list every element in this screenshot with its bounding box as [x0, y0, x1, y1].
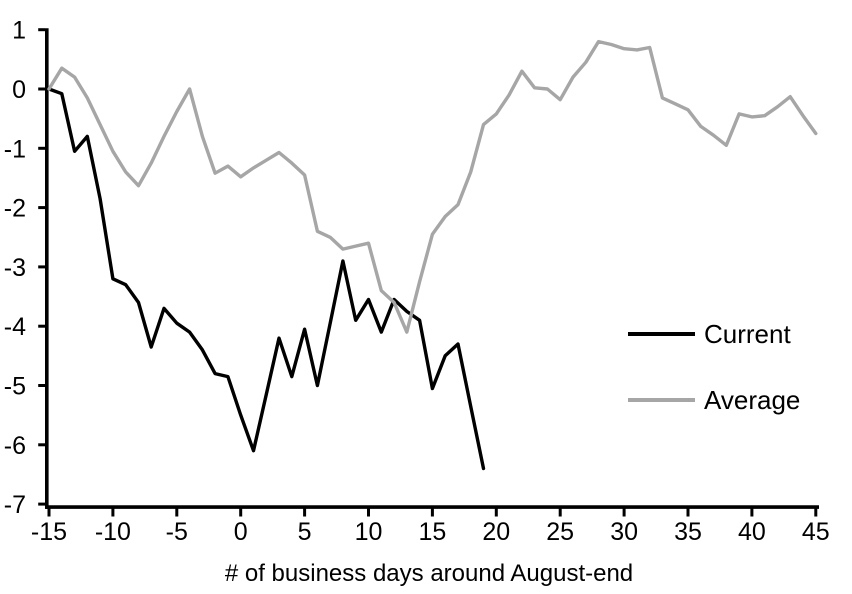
x-tick-label: 30: [610, 518, 638, 546]
y-tick-label: 0: [12, 76, 26, 104]
x-tick-label: -10: [95, 518, 131, 546]
x-tick-label: 20: [482, 518, 510, 546]
x-tick-label: 0: [234, 518, 248, 546]
y-tick-label: -2: [4, 195, 26, 223]
current-series-line: [47, 87, 486, 471]
legend-item-average: Average: [628, 382, 800, 418]
series-lines: [47, 39, 818, 471]
axes: 10-1-2-3-4-5-6-7-15 -10 -5 0 5 10 15 20 25 30 35 40…: [4, 17, 830, 546]
x-tick-label: 45: [802, 518, 830, 546]
x-axis-title: # of business days around August-end: [225, 560, 633, 587]
y-tick-label: -6: [4, 432, 26, 460]
legend-label-current: Current: [704, 318, 791, 349]
y-tick-label: -3: [4, 254, 26, 282]
x-tick-label: -5: [166, 518, 188, 546]
x-tick-label: -15: [31, 518, 67, 546]
y-tick-label: -7: [4, 491, 26, 519]
legend-swatch-average: [628, 398, 695, 402]
y-tick-label: -1: [4, 135, 26, 163]
x-tick-label: 35: [674, 518, 702, 546]
x-tick-label: 40: [738, 518, 766, 546]
legend-swatch-current: [628, 332, 695, 336]
x-tick-label: 25: [546, 518, 574, 546]
legend-label-average: Average: [704, 384, 801, 415]
y-tick-label: 1: [12, 17, 26, 45]
x-tick-label: 5: [298, 518, 312, 546]
average-series-line: [47, 39, 818, 334]
x-tick-label: 15: [418, 518, 446, 546]
x-tick-label: 10: [355, 518, 383, 546]
y-tick-label: -4: [4, 313, 26, 341]
legend-item-current: Current: [628, 316, 791, 352]
y-tick-label: -5: [4, 373, 26, 401]
